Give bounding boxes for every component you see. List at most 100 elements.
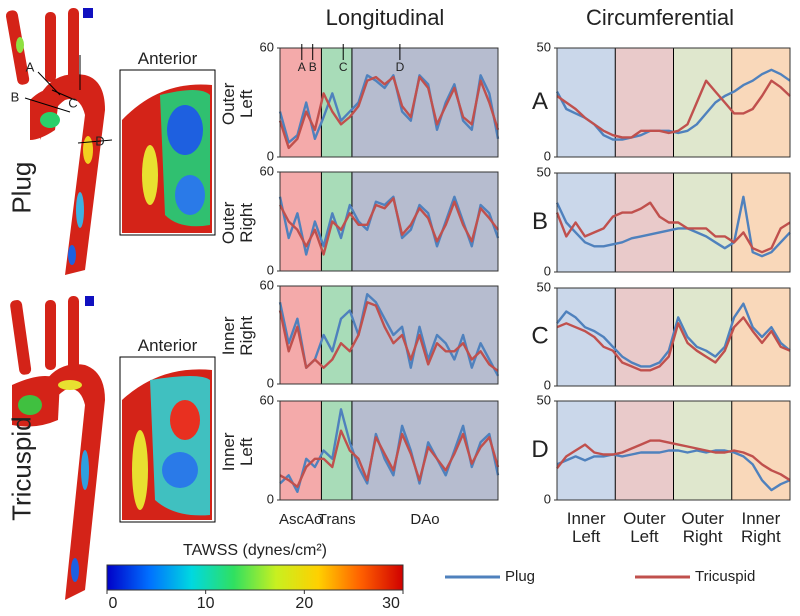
column-title: Circumferential: [586, 5, 734, 30]
y-tick-label: 0: [267, 491, 274, 506]
plot-frame: [556, 400, 791, 501]
series-line: [555, 195, 791, 258]
branch: [45, 12, 56, 82]
series-line: [279, 408, 500, 493]
aorta-body: [40, 74, 105, 275]
location-label: A: [298, 60, 306, 74]
plot-frame: [279, 400, 499, 501]
series-line: [278, 195, 500, 256]
y-tick-label: 0: [267, 148, 274, 163]
plug-aorta: [5, 8, 113, 275]
branch-tip: [85, 296, 94, 306]
branch: [45, 300, 56, 370]
series-line: [556, 449, 791, 492]
pointer: [51, 89, 76, 101]
tricuspid-zoom: [119, 356, 216, 523]
series-line: [556, 79, 791, 139]
colorbar: [106, 564, 404, 591]
branch: [68, 296, 79, 371]
region-band: [557, 401, 616, 500]
region-band: [321, 48, 352, 157]
pointer: [24, 97, 71, 113]
patch: [81, 450, 89, 490]
region-band: [557, 288, 616, 386]
region-label: Outer Right: [681, 509, 724, 546]
legend-label: Tricuspid: [695, 568, 755, 585]
plot-frame: [556, 47, 791, 158]
plot-frame: [279, 171, 499, 272]
region-band: [673, 48, 732, 157]
y-tick-label: 60: [260, 277, 274, 292]
branch-tip: [83, 8, 93, 18]
patch: [16, 37, 24, 53]
legend-label: Plug: [505, 568, 535, 585]
region-band: [731, 48, 790, 157]
region-band: [351, 401, 498, 500]
patch: [40, 112, 60, 128]
region-label: AscAo: [279, 511, 322, 528]
y-tick-label: 0: [544, 377, 551, 392]
region-label: DAo: [410, 511, 439, 528]
series-line: [279, 429, 500, 488]
region-band: [673, 173, 732, 272]
location-label: D: [396, 60, 405, 74]
y-tick-label: 0: [267, 262, 274, 277]
point-label: C: [68, 95, 77, 110]
y-axis-label: Outer Left: [219, 82, 256, 125]
zoom-patch: [150, 376, 210, 516]
series-line: [556, 439, 791, 482]
y-axis-label: Inner Left: [219, 431, 256, 471]
y-tick-label: 0: [544, 148, 551, 163]
colorbar-title: TAWSS (dynes/cm²): [183, 542, 327, 559]
patch: [83, 136, 93, 164]
y-axis-label: A: [532, 88, 548, 115]
y-tick-label: 50: [537, 164, 551, 179]
region-band: [351, 172, 498, 271]
location-label: B: [309, 60, 317, 74]
zoom-patch: [142, 145, 158, 205]
series-line: [556, 316, 791, 372]
series-line: [278, 75, 500, 150]
series-line: [555, 201, 791, 254]
patch: [71, 558, 79, 582]
tricuspid-aorta: [10, 296, 105, 600]
y-tick-label: 50: [537, 39, 551, 54]
series-line: [278, 293, 500, 377]
row-label: Tricuspid: [6, 416, 37, 521]
patch: [76, 192, 84, 228]
plot-frame: [556, 287, 791, 387]
plot-frame: [279, 47, 499, 158]
y-tick-label: 0: [544, 491, 551, 506]
y-tick-label: 60: [260, 39, 274, 54]
series-line: [278, 197, 499, 256]
y-tick-label: 0: [544, 263, 551, 278]
region-band: [615, 48, 674, 157]
location-label: C: [339, 60, 348, 74]
patch: [68, 245, 76, 265]
colorbar-tick-label: 0: [109, 595, 118, 612]
y-tick-label: 50: [537, 392, 551, 407]
view-label: Anterior: [137, 49, 198, 68]
branch: [10, 300, 32, 375]
y-axis-label: C: [531, 322, 548, 349]
aorta-body: [40, 364, 105, 600]
view-label: Anterior: [137, 336, 198, 355]
region-label: Inner Right: [741, 509, 781, 546]
region-label: Outer Left: [623, 509, 666, 546]
plot-frame: [279, 285, 499, 385]
plot-frame: [556, 172, 791, 273]
point-label: A: [26, 59, 35, 74]
zoom-patch: [175, 175, 205, 215]
zoom-patch: [162, 452, 198, 488]
y-tick-label: 50: [537, 279, 551, 294]
region-band: [321, 172, 352, 271]
zoom-patch: [132, 430, 148, 510]
point-label: D: [95, 133, 104, 148]
point-label: B: [11, 89, 20, 104]
region-band: [673, 288, 732, 386]
region-label: Trans: [318, 511, 356, 528]
y-axis-label: D: [531, 436, 548, 463]
patch: [58, 380, 82, 390]
